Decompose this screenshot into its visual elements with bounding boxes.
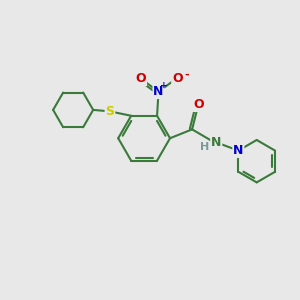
Text: N: N <box>233 144 244 157</box>
Text: N: N <box>211 136 221 149</box>
Text: +: + <box>160 81 168 90</box>
Text: O: O <box>136 73 146 85</box>
Text: S: S <box>106 105 115 118</box>
Text: O: O <box>194 98 204 111</box>
Text: N: N <box>153 85 164 98</box>
Text: O: O <box>172 73 183 85</box>
Text: H: H <box>200 142 209 152</box>
Text: -: - <box>184 70 188 80</box>
